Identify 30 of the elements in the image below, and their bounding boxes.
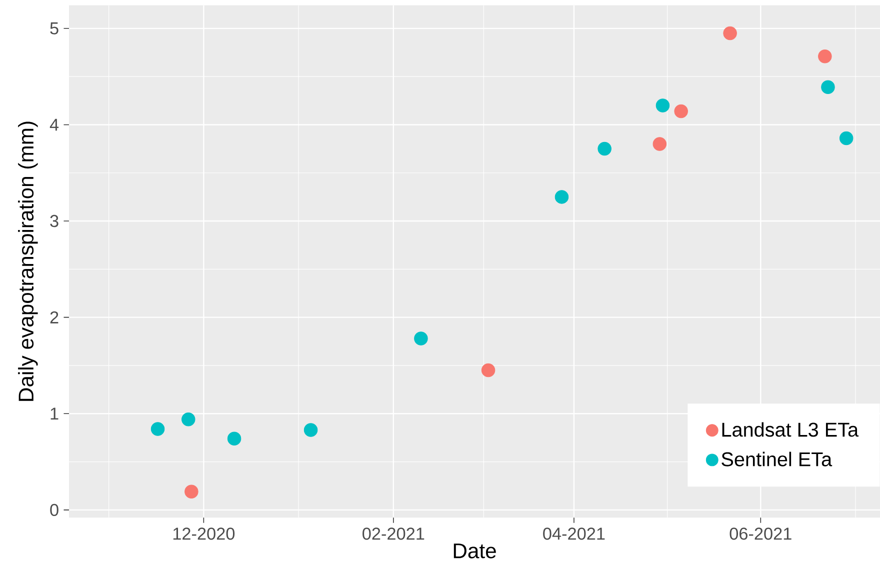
- point: [652, 136, 667, 151]
- point: [821, 80, 835, 94]
- y-tick-label: 4: [50, 118, 59, 130]
- point: [227, 432, 242, 446]
- x-tick-label: 04-2021: [543, 527, 605, 540]
- point: [723, 26, 737, 40]
- point: [674, 104, 688, 118]
- point: [839, 131, 854, 145]
- point: [481, 363, 496, 377]
- x-axis-title: Date: [454, 543, 496, 558]
- point: [304, 422, 318, 437]
- y-tick-label: 3: [50, 214, 58, 227]
- y-tick-label: 0: [50, 504, 58, 516]
- x-tick-label: 06-2021: [730, 527, 792, 540]
- point: [184, 484, 198, 498]
- point: [598, 142, 612, 156]
- y-tick-label: 1: [50, 408, 58, 420]
- y-axis-title: Daily evapotranspiration (mm): [18, 122, 38, 401]
- point: [181, 412, 196, 426]
- x-tick-label: 12-2020: [173, 527, 235, 540]
- point: [414, 331, 428, 346]
- point: [656, 98, 670, 112]
- y-tick-label: 2: [50, 311, 58, 324]
- x-tick-label: 02-2021: [362, 527, 424, 540]
- legend-label: Landsat L3 ETa: [722, 422, 859, 437]
- y-tick-label: 5: [50, 22, 58, 34]
- point: [554, 190, 569, 204]
- point: [150, 422, 165, 436]
- legend-label: Sentinel ETa: [722, 452, 832, 466]
- point: [818, 49, 832, 64]
